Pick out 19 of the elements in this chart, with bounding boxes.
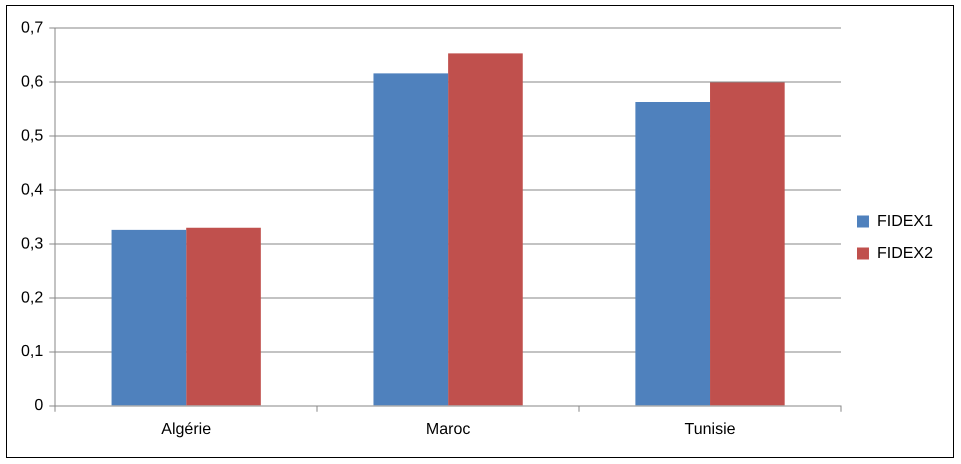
y-tick-label: 0,6: [20, 73, 44, 90]
x-tick-label: Tunisie: [684, 420, 736, 438]
y-tick-label: 0,2: [20, 289, 44, 306]
y-tick-label: 0,4: [20, 181, 44, 198]
bar: [635, 102, 710, 406]
bar: [710, 82, 785, 406]
bar: [112, 230, 186, 406]
y-tick-label: 0: [34, 397, 44, 414]
y-tick-label: 0,5: [20, 127, 44, 144]
y-tick-label: 0,7: [20, 19, 44, 36]
bar: [373, 73, 448, 406]
x-tick-label: Algérie: [161, 420, 212, 438]
y-tick-label: 0,3: [20, 235, 44, 252]
legend-label: FIDEX1: [876, 212, 934, 230]
bar: [186, 228, 261, 406]
bar: [448, 53, 523, 406]
legend-label: FIDEX2: [876, 244, 934, 262]
y-tick-label: 0,1: [20, 343, 44, 360]
x-tick-label: Maroc: [426, 420, 470, 438]
